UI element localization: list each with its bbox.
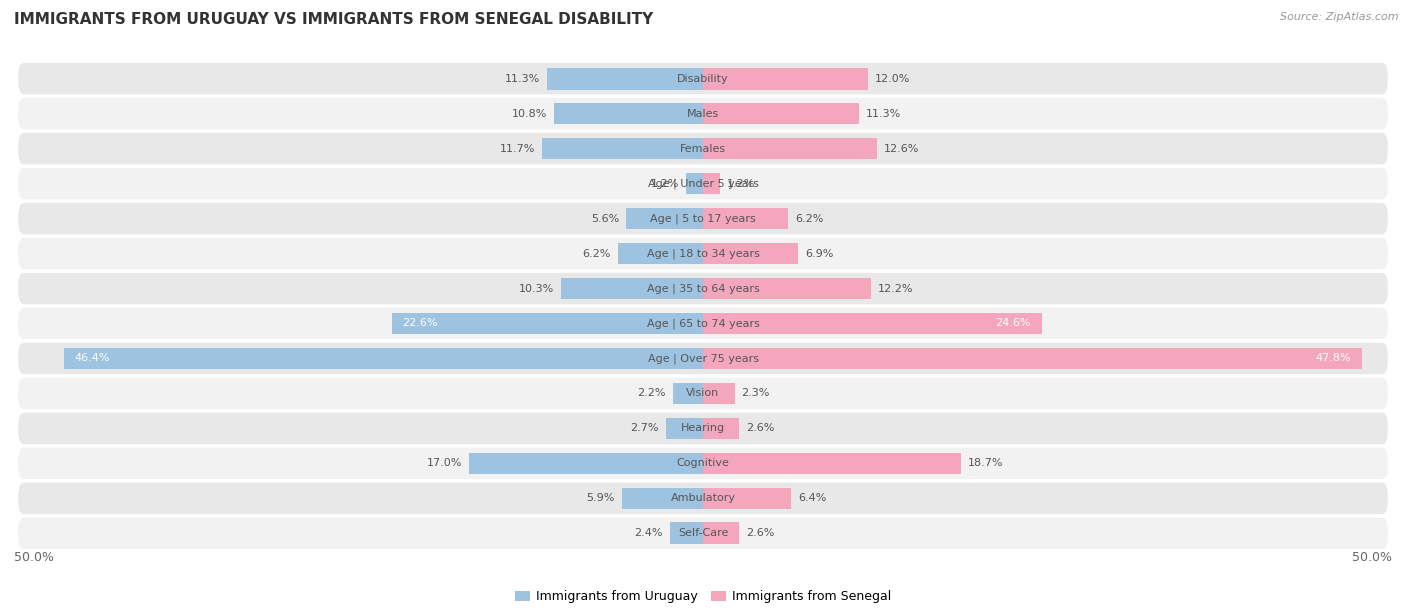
FancyBboxPatch shape <box>18 238 1388 269</box>
Bar <box>703 488 792 509</box>
Bar <box>703 523 738 544</box>
Text: 5.6%: 5.6% <box>591 214 619 223</box>
Text: Age | 18 to 34 years: Age | 18 to 34 years <box>647 248 759 259</box>
Text: 10.3%: 10.3% <box>519 283 554 294</box>
Text: 6.2%: 6.2% <box>796 214 824 223</box>
Text: Females: Females <box>681 144 725 154</box>
Text: Age | 35 to 64 years: Age | 35 to 64 years <box>647 283 759 294</box>
Text: 46.4%: 46.4% <box>75 354 110 364</box>
FancyBboxPatch shape <box>18 378 1388 409</box>
Bar <box>554 103 703 124</box>
FancyBboxPatch shape <box>18 203 1388 234</box>
FancyBboxPatch shape <box>18 483 1388 514</box>
Text: 6.9%: 6.9% <box>806 248 834 258</box>
Bar <box>703 68 869 89</box>
FancyBboxPatch shape <box>18 168 1388 200</box>
Text: Disability: Disability <box>678 73 728 84</box>
Text: 1.2%: 1.2% <box>651 179 679 188</box>
Text: 12.0%: 12.0% <box>875 73 911 84</box>
Text: 6.2%: 6.2% <box>582 248 610 258</box>
Bar <box>703 417 738 439</box>
Text: Self-Care: Self-Care <box>678 528 728 539</box>
FancyBboxPatch shape <box>18 412 1388 444</box>
Bar <box>703 313 1042 334</box>
FancyBboxPatch shape <box>18 273 1388 304</box>
Text: Ambulatory: Ambulatory <box>671 493 735 503</box>
Text: Cognitive: Cognitive <box>676 458 730 468</box>
Bar <box>703 382 735 405</box>
Text: Age | 5 to 17 years: Age | 5 to 17 years <box>650 214 756 224</box>
Bar <box>703 243 799 264</box>
Bar <box>63 348 703 369</box>
Text: Males: Males <box>688 109 718 119</box>
Bar <box>703 138 876 160</box>
Text: 17.0%: 17.0% <box>426 458 461 468</box>
Text: 2.2%: 2.2% <box>637 389 666 398</box>
Text: 2.7%: 2.7% <box>630 424 659 433</box>
Bar <box>703 348 1361 369</box>
Bar <box>672 382 703 405</box>
Bar <box>669 523 703 544</box>
Text: 18.7%: 18.7% <box>967 458 1002 468</box>
Text: 2.3%: 2.3% <box>741 389 770 398</box>
Text: 11.3%: 11.3% <box>866 109 901 119</box>
Text: 11.3%: 11.3% <box>505 73 540 84</box>
Bar <box>703 207 789 230</box>
Bar <box>666 417 703 439</box>
Bar <box>686 173 703 195</box>
FancyBboxPatch shape <box>18 63 1388 94</box>
Text: 2.4%: 2.4% <box>634 528 664 539</box>
FancyBboxPatch shape <box>18 98 1388 129</box>
Text: 2.6%: 2.6% <box>745 528 775 539</box>
Text: 6.4%: 6.4% <box>799 493 827 503</box>
Text: Hearing: Hearing <box>681 424 725 433</box>
Text: 47.8%: 47.8% <box>1315 354 1351 364</box>
Text: 5.9%: 5.9% <box>586 493 614 503</box>
Text: 11.7%: 11.7% <box>499 144 534 154</box>
Bar <box>703 278 872 299</box>
Text: 10.8%: 10.8% <box>512 109 547 119</box>
Bar <box>626 207 703 230</box>
FancyBboxPatch shape <box>18 518 1388 549</box>
Text: 12.2%: 12.2% <box>877 283 914 294</box>
FancyBboxPatch shape <box>18 133 1388 165</box>
Bar <box>617 243 703 264</box>
Bar <box>703 103 859 124</box>
Text: 22.6%: 22.6% <box>402 318 439 329</box>
Text: Vision: Vision <box>686 389 720 398</box>
Bar <box>392 313 703 334</box>
Text: Age | 65 to 74 years: Age | 65 to 74 years <box>647 318 759 329</box>
Bar <box>541 138 703 160</box>
Text: Source: ZipAtlas.com: Source: ZipAtlas.com <box>1281 12 1399 22</box>
Text: IMMIGRANTS FROM URUGUAY VS IMMIGRANTS FROM SENEGAL DISABILITY: IMMIGRANTS FROM URUGUAY VS IMMIGRANTS FR… <box>14 12 654 28</box>
Bar <box>703 173 720 195</box>
Text: 50.0%: 50.0% <box>1353 551 1392 564</box>
FancyBboxPatch shape <box>18 343 1388 374</box>
Bar <box>561 278 703 299</box>
Text: Age | Under 5 years: Age | Under 5 years <box>648 178 758 189</box>
Text: 12.6%: 12.6% <box>883 144 920 154</box>
Bar <box>703 452 960 474</box>
Text: Age | Over 75 years: Age | Over 75 years <box>648 353 758 364</box>
Legend: Immigrants from Uruguay, Immigrants from Senegal: Immigrants from Uruguay, Immigrants from… <box>510 585 896 608</box>
FancyBboxPatch shape <box>18 308 1388 339</box>
Bar <box>547 68 703 89</box>
Bar <box>621 488 703 509</box>
Text: 50.0%: 50.0% <box>14 551 53 564</box>
Text: 2.6%: 2.6% <box>745 424 775 433</box>
FancyBboxPatch shape <box>18 447 1388 479</box>
Text: 1.2%: 1.2% <box>727 179 755 188</box>
Text: 24.6%: 24.6% <box>995 318 1031 329</box>
Bar <box>468 452 703 474</box>
